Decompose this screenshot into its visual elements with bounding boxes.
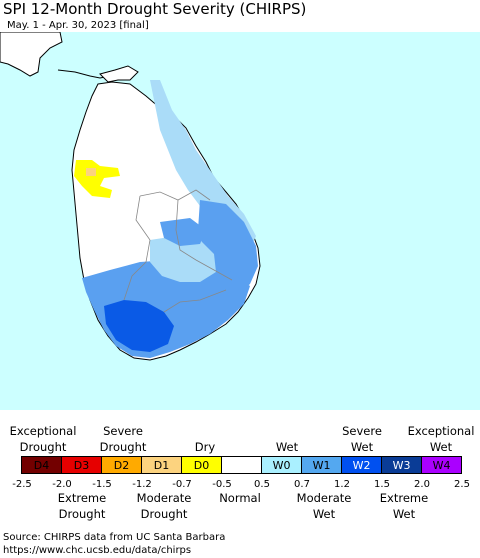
legend-tick: -2.5 <box>12 479 32 490</box>
province-boundary <box>135 195 151 241</box>
legend-label-exceptional-drought: Exceptional Drought <box>9 424 77 454</box>
legend-label-exceptional-wet: Exceptional Wet <box>407 424 475 454</box>
legend-label-moderate-wet: Moderate Wet <box>296 491 352 521</box>
legend-tick: -1.2 <box>132 479 152 490</box>
legend-label-extreme-drought: Extreme Drought <box>57 491 107 521</box>
legend-tick: 1.2 <box>334 479 350 490</box>
legend-cell-w0: W0 <box>261 456 302 474</box>
legend-tick: 0.7 <box>294 479 310 490</box>
jaffna-peninsula <box>99 65 139 83</box>
legend-cell-w1: W1 <box>301 456 342 474</box>
source-url[interactable]: https://www.chc.ucsb.edu/data/chirps <box>3 545 192 556</box>
legend-tick: 2.5 <box>454 479 470 490</box>
legend-cell-d3: D3 <box>61 456 102 474</box>
legend-tick: -0.5 <box>212 479 232 490</box>
legend-cell-d0: D0 <box>181 456 222 474</box>
d0-region-west <box>74 160 120 198</box>
legend-label-moderate-drought: Moderate Drought <box>136 491 192 521</box>
source-line: Source: CHIRPS data from UC Santa Barbar… <box>3 532 226 543</box>
legend-label-severe-drought: Severe Drought <box>99 424 147 454</box>
w2-region-south <box>104 300 174 352</box>
legend-label-dry: Dry <box>194 440 216 454</box>
legend-cell-w2: W2 <box>341 456 382 474</box>
legend-tick: -0.7 <box>172 479 192 490</box>
legend-cell-d4: D4 <box>21 456 62 474</box>
source-credit: Source: CHIRPS data from UC Santa Barbar… <box>3 531 225 557</box>
legend-cell-w4: W4 <box>421 456 462 474</box>
w0-region-central <box>150 236 216 282</box>
legend-tick: 1.5 <box>374 479 390 490</box>
legend-tick: -1.5 <box>92 479 112 490</box>
legend-label-severe-wet: Severe Wet <box>342 424 382 454</box>
map-subtitle: May. 1 - Apr. 30, 2023 [final] <box>7 20 149 31</box>
legend-cell-d1: D1 <box>141 456 182 474</box>
legend-cell-d2: D2 <box>101 456 142 474</box>
province-boundary <box>175 199 233 281</box>
map-title: SPI 12-Month Drought Severity (CHIRPS) <box>3 0 307 18</box>
legend-tick: 0.5 <box>254 479 270 490</box>
legend-label-normal: Normal <box>219 491 261 505</box>
legend-tick: 2.0 <box>414 479 430 490</box>
legend-cell-w3: W3 <box>381 456 422 474</box>
w1-region-center-n <box>160 218 206 246</box>
india-landmass <box>0 32 63 77</box>
legend-label-extreme-wet: Extreme Wet <box>379 491 429 521</box>
legend-cell-normal <box>221 456 262 474</box>
province-boundary <box>123 239 151 301</box>
d1-pixel <box>86 168 96 176</box>
province-boundary <box>163 289 227 313</box>
legend-tick: -2.0 <box>52 479 72 490</box>
legend-label-wet: Wet <box>275 440 299 454</box>
legend-color-bar: D4 D3 D2 D1 D0 W0 W1 W2 W3 W4 <box>21 456 462 474</box>
drought-map <box>0 32 480 410</box>
